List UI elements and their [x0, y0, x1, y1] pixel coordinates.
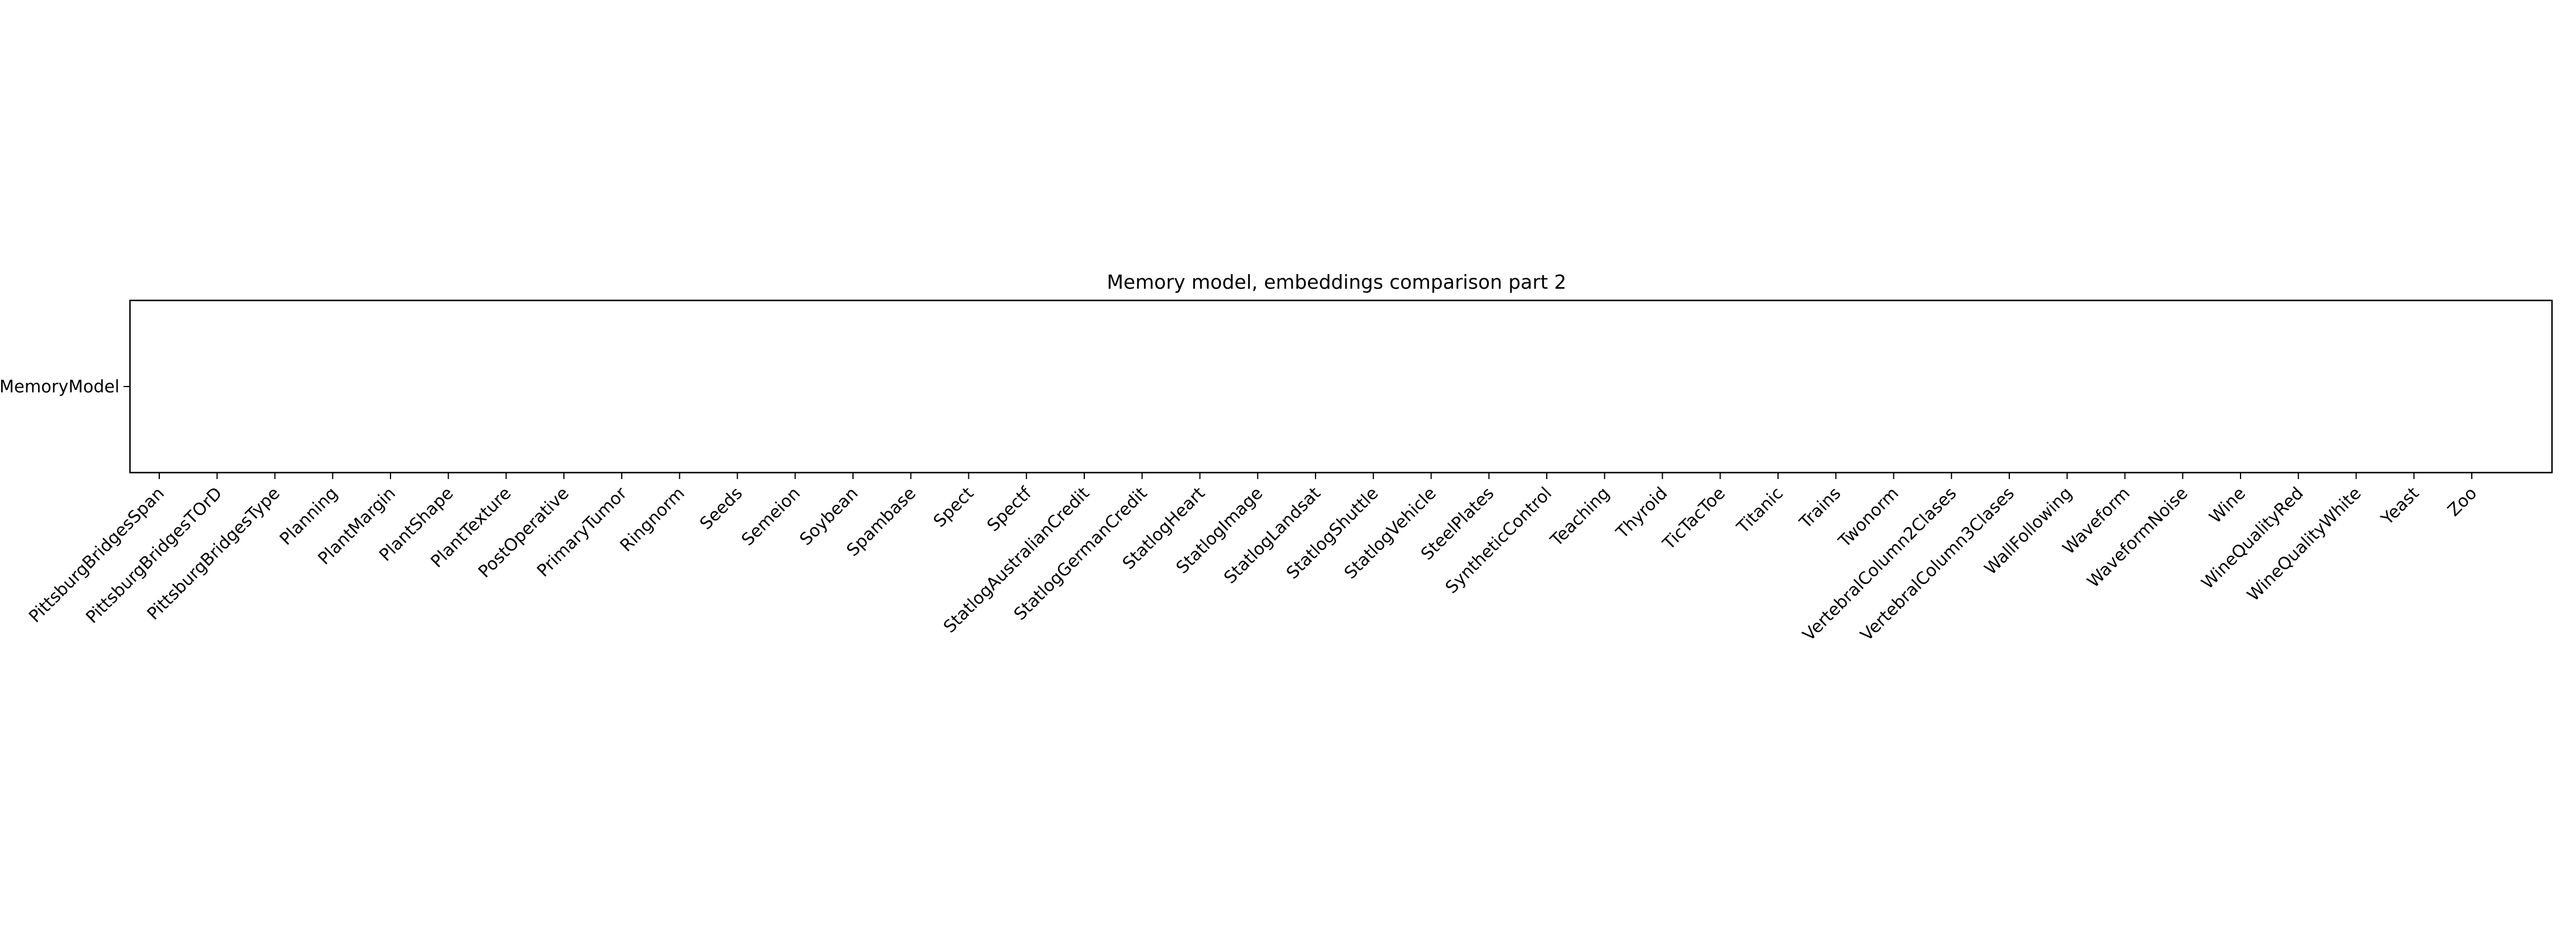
x-tick-label: Spectf	[983, 483, 1036, 535]
x-tick-label: Wine	[2205, 483, 2249, 527]
chart-title: Memory model, embeddings comparison part…	[1107, 271, 1566, 293]
x-tick-label: WineQualityRed	[2197, 483, 2307, 593]
y-tick-label: MemoryModel	[0, 377, 119, 396]
x-tick-label: Trains	[1795, 483, 1845, 533]
x-tick-label: SyntheticControl	[1441, 483, 1556, 597]
x-tick-label: Thyroid	[1612, 483, 1671, 543]
x-tick-label: WaveformNoise	[2083, 483, 2191, 591]
x-tick-label: Spect	[929, 483, 977, 531]
x-tick-label: WineQualityWhite	[2243, 483, 2365, 605]
x-tick-label: Semeion	[738, 483, 804, 550]
x-tick-label: StatlogLandsat	[1220, 483, 1324, 587]
x-tick-label: Teaching	[1546, 483, 1614, 550]
plot-frame	[129, 299, 2553, 474]
x-tick-label: Zoo	[2444, 483, 2481, 520]
x-tick-label: Seeds	[696, 483, 746, 534]
x-tick-label: Yeast	[2377, 483, 2423, 529]
x-tick-label: TicTacToe	[1658, 483, 1729, 554]
x-tick-label: Titanic	[1732, 483, 1787, 538]
y-axis: MemoryModel	[0, 377, 130, 396]
x-axis: PittsburgBridgesSpanPittsburgBridgesTOrD…	[25, 473, 2481, 645]
